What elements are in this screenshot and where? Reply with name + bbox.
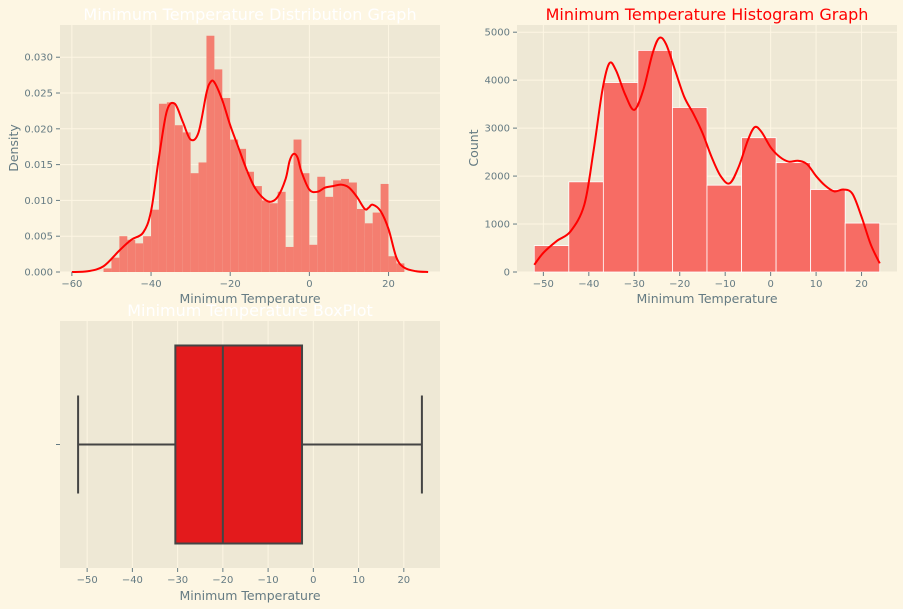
x-tick-label: −40 (122, 575, 143, 586)
x-tick-label: −30 (167, 575, 188, 586)
histogram-bar (293, 139, 302, 272)
x-tick-label: −20 (220, 279, 241, 290)
y-tick-label: 4000 (485, 76, 510, 87)
histogram-bar (111, 257, 120, 272)
histogram-bar (775, 162, 812, 273)
histogram-bar (672, 107, 708, 273)
y-tick-label: 0.005 (24, 232, 53, 243)
histogram-bar (533, 245, 570, 273)
y-tick-label: 0.025 (24, 89, 53, 100)
histogram-bar (206, 35, 215, 272)
y-tick-label: 0.030 (24, 53, 53, 64)
chart-title: Minimum Temperature Histogram Graph (546, 5, 869, 24)
x-tick-label: 10 (352, 575, 365, 586)
y-tick-label: 0.000 (24, 268, 53, 279)
x-tick-label: −20 (212, 575, 233, 586)
histogram-bar (174, 125, 183, 273)
x-tick-label: −50 (533, 279, 554, 290)
histogram-bar (285, 246, 294, 272)
histogram-bar (222, 98, 231, 272)
histogram-bar (135, 243, 144, 272)
x-tick-label: 0 (310, 575, 316, 586)
y-axis-label: Count (466, 129, 481, 166)
histogram-bar (348, 182, 357, 272)
x-axis-label: Minimum Temperature (179, 588, 320, 603)
histogram-chart: −50 −40 −30 −20 −10 0 10 20 0 1000 2000 3000 4000 500… (466, 5, 897, 306)
histogram-bar (151, 209, 159, 272)
chart-title: Minimum Temperature BoxPlot (127, 301, 373, 320)
y-tick-label: 0 (504, 268, 510, 279)
x-tick-label: −10 (258, 575, 279, 586)
histogram-bar (253, 186, 262, 272)
histogram-bar (637, 50, 673, 273)
x-tick-label: 20 (382, 279, 395, 290)
histogram-bar (214, 69, 223, 273)
histogram-bar (396, 263, 405, 272)
histogram-bar (277, 191, 286, 272)
histogram-bar (158, 103, 167, 272)
x-tick-label: 10 (810, 279, 823, 290)
x-axis-label: Minimum Temperature (179, 291, 320, 306)
histogram-bar (309, 244, 318, 272)
histogram-bar (103, 268, 112, 272)
x-tick-label: −40 (578, 279, 599, 290)
x-axis-label: Minimum Temperature (636, 291, 777, 306)
histogram-bar (261, 200, 270, 272)
iqr-box (174, 344, 304, 545)
x-tick-label: −40 (140, 279, 161, 290)
histogram-bar (230, 139, 239, 272)
x-tick-label: 0 (306, 279, 312, 290)
histogram-bar (269, 203, 278, 272)
histogram-bar (356, 208, 365, 272)
histogram-bar (301, 173, 310, 272)
histogram-bar (190, 173, 199, 272)
y-tick-label: 3000 (485, 124, 510, 135)
x-tick-label: −30 (624, 279, 645, 290)
histogram-bar (388, 256, 397, 272)
histogram-bar (238, 148, 247, 272)
histogram-bar (119, 236, 128, 272)
y-tick-label: 0.015 (24, 160, 53, 171)
histogram-bar (602, 82, 639, 273)
y-tick-label: 0.020 (24, 124, 53, 135)
histogram-bar (810, 189, 846, 273)
histogram-bar (198, 162, 207, 272)
chart-title: Minimum Temperature Distribution Graph (83, 5, 416, 24)
histogram-bar (325, 196, 334, 272)
kde-line (533, 36, 881, 266)
histogram-bar (706, 184, 742, 273)
y-tick-label: 0.010 (24, 196, 53, 207)
y-tick-label: 5000 (485, 28, 510, 39)
y-tick-label: 2000 (485, 172, 510, 183)
histogram-bar (380, 183, 389, 272)
histogram-bar (246, 171, 254, 272)
y-tick-label: 1000 (485, 220, 510, 231)
x-tick-label: −50 (77, 575, 98, 586)
x-tick-label: −20 (669, 279, 690, 290)
x-tick-label: 20 (855, 279, 868, 290)
histogram-bar (372, 212, 381, 272)
histogram-bar (143, 236, 152, 272)
histogram-bar (166, 102, 175, 272)
histogram-bar (333, 180, 342, 272)
histogram-bar (182, 132, 191, 272)
x-tick-label: −10 (715, 279, 736, 290)
histogram-bar (364, 223, 373, 272)
histogram-bar (127, 239, 136, 272)
histogram-bar (844, 222, 881, 273)
distribution-chart: −60 −40 −20 0 20 0.000 0.005 0.010 0.015 0.020 0.0… (6, 5, 440, 306)
histogram-bar (317, 176, 326, 272)
x-tick-label: −60 (61, 279, 82, 290)
y-axis-label: Density (6, 124, 21, 172)
boxplot-chart: −50 −40 −30 −20 −10 0 10 20 Minimum Temperature… (56, 301, 440, 603)
x-tick-label: 20 (397, 575, 410, 586)
x-tick-label: 0 (767, 279, 773, 290)
histogram-bar (341, 178, 349, 272)
histogram-bar (741, 137, 777, 273)
kde-line (71, 79, 429, 273)
